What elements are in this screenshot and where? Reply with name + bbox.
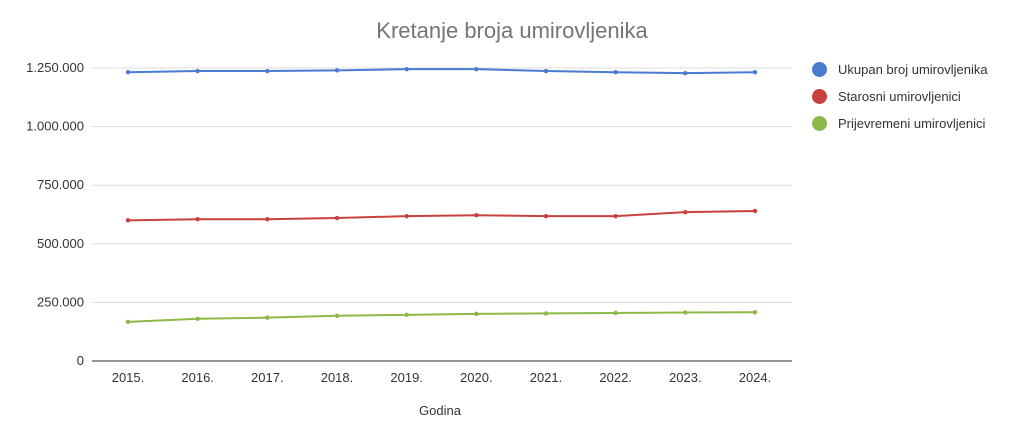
data-point[interactable] (543, 213, 549, 219)
chart-title: Kretanje broja umirovljenika (376, 18, 648, 43)
data-point[interactable] (404, 213, 409, 219)
x-tick-label: 2015. (112, 370, 145, 385)
data-point[interactable] (265, 315, 270, 320)
legend-dot-icon (812, 89, 827, 104)
data-point[interactable] (613, 310, 618, 316)
x-tick-label: 2020. (460, 370, 493, 385)
data-point[interactable] (613, 213, 618, 219)
data-point[interactable] (543, 311, 549, 316)
x-axis-label: Godina (419, 403, 461, 418)
data-point[interactable] (683, 209, 688, 215)
data-point[interactable] (613, 70, 618, 75)
data-point[interactable] (265, 216, 270, 222)
x-tick-label: 2021. (530, 370, 563, 385)
data-point[interactable] (683, 70, 688, 76)
series-line (127, 209, 756, 222)
legend-label: Ukupan broj umirovljenika (838, 62, 988, 77)
x-tick-label: 2023. (669, 370, 702, 385)
y-tick-label: 1.000.000 (26, 119, 84, 134)
x-tick-label: 2018. (321, 370, 354, 385)
data-point[interactable] (474, 66, 479, 72)
y-tick-label: 250.000 (37, 294, 84, 309)
y-tick-label: 750.000 (37, 177, 84, 192)
data-point[interactable] (543, 68, 549, 74)
x-tick-label: 2017. (251, 370, 284, 385)
data-point[interactable] (125, 319, 131, 325)
legend-item[interactable]: Ukupan broj umirovljenika (812, 56, 988, 83)
legend-item[interactable]: Prijevremeni umirovljenici (812, 110, 988, 137)
data-point[interactable] (474, 213, 479, 218)
x-tick-label: 2019. (390, 370, 423, 385)
data-point[interactable] (125, 218, 131, 223)
y-tick-label: 0 (77, 353, 84, 368)
y-tick-label: 1.250.000 (26, 60, 84, 75)
legend-label: Starosni umirovljenici (838, 89, 961, 104)
x-tick-label: 2024. (739, 370, 772, 385)
data-point[interactable] (404, 66, 409, 72)
data-point[interactable] (752, 208, 758, 214)
data-point[interactable] (125, 70, 131, 75)
legend: Ukupan broj umirovljenika Starosni umirov… (812, 56, 988, 137)
data-point[interactable] (334, 313, 340, 318)
data-point[interactable] (334, 68, 340, 73)
x-tick-label: 2022. (599, 370, 632, 385)
data-point[interactable] (334, 215, 340, 221)
legend-label: Prijevremeni umirovljenici (838, 116, 986, 131)
data-point[interactable] (752, 70, 758, 75)
y-tick-label: 500.000 (37, 236, 84, 251)
data-point[interactable] (195, 68, 200, 74)
legend-item[interactable]: Starosni umirovljenici (812, 83, 988, 110)
series-line (127, 311, 756, 323)
data-point[interactable] (195, 316, 200, 322)
legend-dot-icon (812, 116, 827, 131)
series-line (127, 68, 756, 75)
data-point[interactable] (752, 310, 758, 315)
data-point[interactable] (404, 312, 409, 318)
data-point[interactable] (195, 216, 200, 222)
data-point[interactable] (265, 68, 270, 74)
data-point[interactable] (683, 310, 688, 315)
legend-dot-icon (812, 62, 827, 77)
x-tick-label: 2016. (181, 370, 214, 385)
data-point[interactable] (474, 311, 479, 317)
